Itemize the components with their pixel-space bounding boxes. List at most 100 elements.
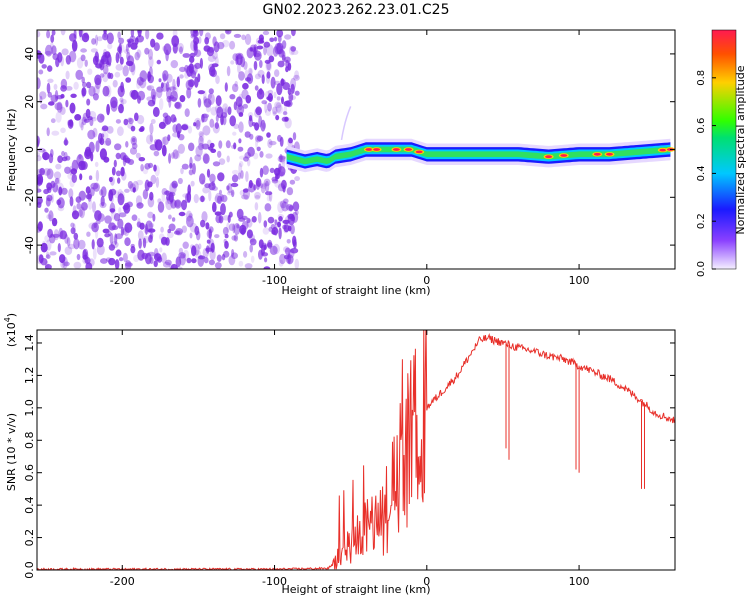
noise-point [209,226,214,233]
noise-point [137,49,142,58]
noise-point [47,65,52,72]
noise-point [126,52,130,61]
noise-point [95,162,99,167]
noise-point [189,79,194,87]
noise-point [70,103,76,114]
snr-y-label: SNR (10 * v/v) [5,413,18,491]
noise-point [215,262,222,269]
noise-point [54,84,58,90]
noise-point [189,157,192,168]
noise-point [192,65,198,75]
noise-point [274,219,277,225]
noise-point [91,48,98,52]
noise-point [278,214,284,219]
noise-point [98,213,105,222]
noise-point [38,53,44,63]
noise-point [264,220,268,227]
noise-point [274,69,279,77]
noise-point [156,87,162,98]
noise-point [152,92,158,97]
snr-multiplier: (x104) [3,313,18,347]
snr-y-tick-label: 1.2 [23,367,36,385]
noise-point [125,141,128,148]
noise-point [278,61,285,68]
noise-point [278,227,281,239]
noise-point [166,82,170,92]
noise-point [109,244,115,251]
noise-point [183,242,189,249]
noise-point [212,181,215,187]
noise-point [51,131,59,136]
noise-point [255,85,259,90]
noise-point [73,82,78,90]
snr-y-tick-label: 0.6 [23,464,36,482]
noise-point [81,122,84,131]
noise-point [229,255,236,265]
noise-point [42,241,46,250]
noise-point [39,254,44,263]
noise-point [249,69,252,79]
noise-point [178,178,183,184]
noise-point [167,134,170,141]
noise-point [182,164,189,170]
noise-point [205,32,211,39]
noise-point [253,44,257,54]
noise-point [286,100,293,107]
noise-point [287,214,294,219]
noise-point [149,123,153,134]
noise-point [227,156,230,163]
noise-point [101,196,105,207]
noise-point [116,153,121,159]
noise-point [232,174,238,182]
noise-point [117,32,121,40]
noise-point [274,37,277,42]
noise-point [249,47,253,52]
noise-point [199,25,203,36]
noise-point [278,35,282,42]
noise-point [157,198,161,203]
noise-point [175,151,181,159]
noise-point [286,204,294,211]
noise-point [211,69,217,77]
noise-point [293,132,296,140]
noise-point [76,196,82,203]
noise-point [194,194,199,203]
noise-point [132,214,138,221]
noise-point [147,75,154,84]
snr-multiplier-close: ) [5,313,18,317]
noise-point [115,259,120,269]
noise-point [160,227,164,233]
noise-point [74,262,82,269]
noise-point [252,216,257,223]
noise-point [163,73,167,82]
noise-point [216,114,219,122]
noise-point [124,189,130,193]
colorbar-tick-label: 0.4 [696,165,707,181]
noise-point [72,40,78,52]
noise-point [55,164,61,170]
noise-point [139,157,146,161]
noise-point [87,69,92,75]
noise-point [93,56,99,66]
noise-point [266,132,271,138]
noise-point [148,56,153,68]
noise-point [93,248,97,260]
noise-point [208,94,212,99]
noise-point [52,30,56,36]
noise-point [243,61,247,70]
noise-point [112,167,116,176]
noise-point [181,124,188,130]
noise-point [136,180,143,186]
noise-point [61,151,65,156]
noise-point [140,126,145,131]
noise-point [285,66,289,72]
noise-point [245,263,253,269]
noise-point [256,38,262,45]
noise-point [259,151,263,158]
spectrogram-y-label: Frequency (Hz) [5,109,18,192]
noise-point [42,64,47,69]
noise-point [82,88,86,97]
noise-point [157,60,161,65]
noise-point [120,167,124,177]
colorbar-tick-label: 0.0 [696,261,707,277]
